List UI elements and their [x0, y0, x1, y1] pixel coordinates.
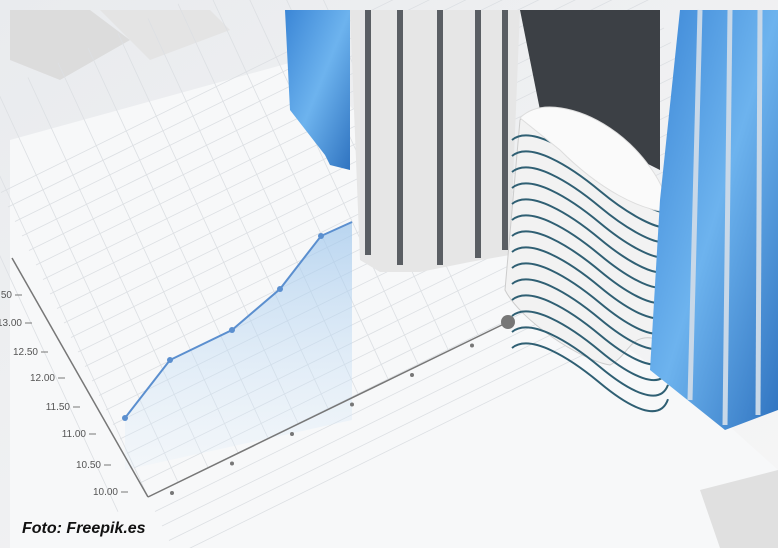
roof: [519, 106, 669, 213]
axis-label: 50: [1, 290, 13, 301]
tower: [350, 10, 520, 272]
floor: [511, 150, 669, 229]
line-area: [125, 222, 352, 470]
grid-line: [212, 0, 389, 380]
floor: [511, 310, 669, 382]
line-points: [122, 233, 324, 421]
axis-label: 10.00: [93, 487, 118, 498]
grid-line: [0, 175, 149, 498]
axis-label: 12.00: [30, 373, 55, 384]
x-ticks: [170, 343, 474, 495]
tower-shadow: [520, 10, 660, 170]
floor: [511, 326, 669, 397]
floor: [511, 198, 669, 274]
grid-line: [0, 255, 119, 512]
x-tick: [170, 491, 174, 495]
axis-labels: 10.00 10.50 11.00 11.50 12.00 12.50 13.00 50: [0, 290, 128, 498]
y-axis: [11, 257, 149, 498]
axis-label: 11.00: [62, 429, 87, 440]
axis-end: [501, 315, 515, 329]
x-tick: [290, 432, 294, 436]
grid-line: [249, 0, 419, 365]
x-tick: [410, 373, 414, 377]
tower-stripes: [365, 10, 508, 265]
floor: [511, 214, 669, 289]
floor: [511, 342, 669, 412]
x-tick: [470, 343, 474, 348]
x-axis: [147, 321, 509, 498]
x-tick: [230, 461, 234, 466]
floor: [511, 182, 669, 259]
axis-label: 11.50: [46, 402, 71, 413]
block: [10, 10, 130, 80]
mullions: [687, 9, 763, 426]
caption: Foto: Freepik.es: [22, 520, 146, 537]
glass-tower-right: [650, 10, 778, 430]
axis-label: 13.00: [0, 318, 22, 329]
glass-tower: [285, 10, 350, 170]
floor: [511, 166, 669, 244]
block: [700, 470, 778, 548]
axis-label: 12.50: [13, 347, 38, 358]
axis-label: 10.50: [76, 460, 101, 471]
x-tick: [350, 402, 354, 407]
line: [124, 221, 353, 419]
block: [100, 10, 230, 60]
